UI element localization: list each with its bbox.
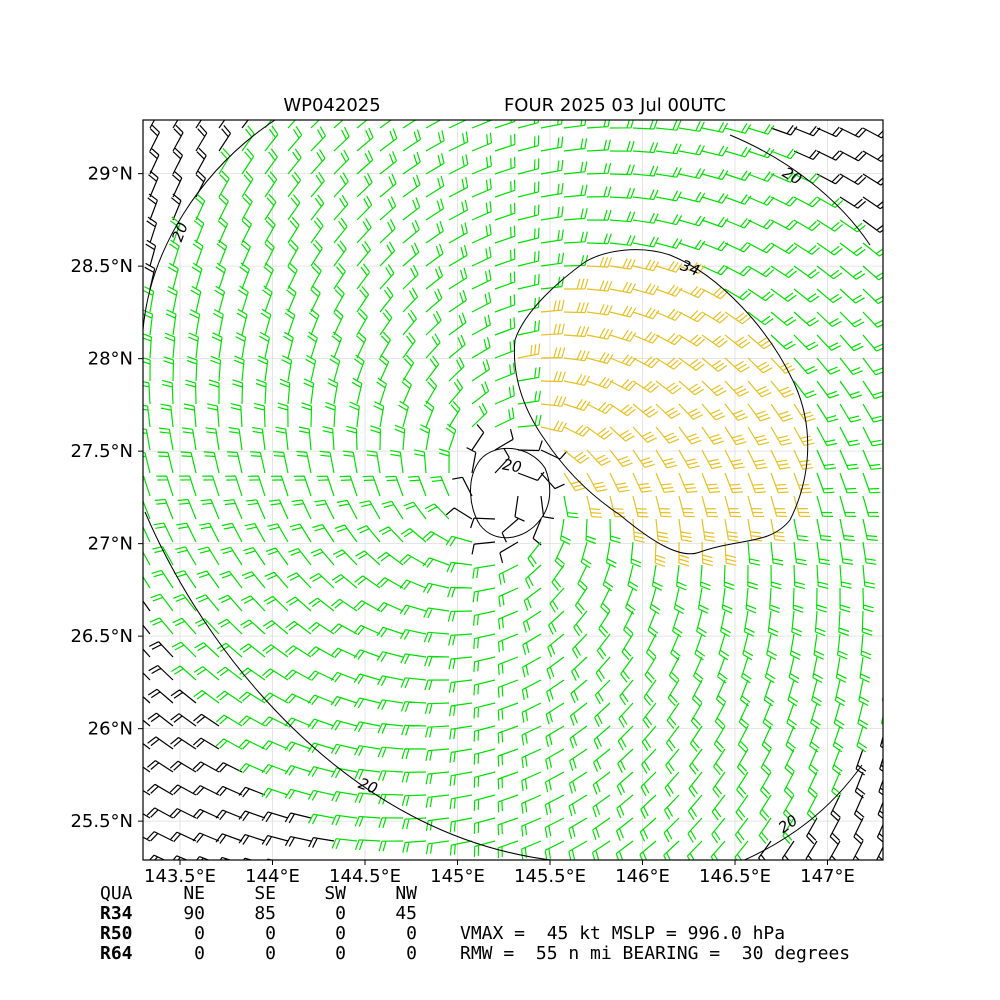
x-tick-label: 143.5°E: [144, 866, 216, 887]
y-tick-label: 26°N: [88, 719, 133, 740]
x-tick-label: 146°E: [615, 866, 670, 887]
table-cell: R64: [100, 943, 133, 964]
info-line: VMAX = 45 kt MSLP = 996.0 hPa: [460, 923, 785, 944]
table-cell: 85: [254, 903, 276, 924]
y-tick-label: 29°N: [88, 164, 133, 185]
y-tick-label: 28.5°N: [70, 256, 133, 277]
table-cell: R34: [100, 903, 133, 924]
contour-line: [743, 764, 863, 860]
table-cell: 0: [335, 943, 346, 964]
contour-line: [729, 134, 871, 246]
contours: [143, 120, 871, 860]
table-cell: 0: [406, 943, 417, 964]
table-header: SW: [324, 883, 346, 904]
table-cell: 0: [335, 903, 346, 924]
table-cell: 0: [194, 943, 205, 964]
x-tick-label: 145.5°E: [514, 866, 586, 887]
plot-frame: [142, 119, 884, 861]
info-line: RMW = 55 n mi BEARING = 30 degrees: [460, 943, 850, 964]
x-tick-label: 147°E: [800, 866, 855, 887]
wind-barb-group: [143, 120, 883, 860]
y-tick-label: 27.5°N: [70, 441, 133, 462]
wind-barb-group: [143, 120, 883, 860]
x-tick-label: 146.5°E: [699, 866, 771, 887]
y-tick-label: 27°N: [88, 534, 133, 555]
table-cell: 0: [265, 923, 276, 944]
contour-line: [513, 249, 809, 555]
y-tick-label: 26.5°N: [70, 626, 133, 647]
wind-barbs: [143, 120, 883, 860]
y-tick-label: 25.5°N: [70, 811, 133, 832]
labels: 143.5°E 144°E 144.5°E 145°E 145.5°E 146°E 146.…: [70, 163, 854, 964]
y-tick-label: 28°N: [88, 349, 133, 370]
x-tick-label: 144.5°E: [329, 866, 401, 887]
contour-label: 20: [501, 455, 523, 476]
graticule: [138, 120, 883, 865]
title-left: WP042025: [283, 95, 380, 116]
contour-label: 34: [678, 256, 702, 279]
wind-barb-group: [517, 256, 816, 567]
table-cell: 0: [265, 943, 276, 964]
table-cell: 0: [194, 923, 205, 944]
x-tick-label: 144°E: [245, 866, 300, 887]
contour-line: [470, 447, 551, 539]
x-tick-label: 145°E: [430, 866, 485, 887]
table-header: SE: [254, 883, 276, 904]
contour-label: 20: [168, 220, 191, 244]
table-cell: 90: [183, 903, 205, 924]
contour-label: 20: [356, 774, 380, 797]
table-cell: 0: [406, 923, 417, 944]
contour-line: [144, 511, 556, 860]
table-cell: 0: [335, 923, 346, 944]
table-header: NW: [395, 883, 417, 904]
table-header: NE: [183, 883, 205, 904]
table-cell: R50: [100, 923, 133, 944]
contour-line: [143, 120, 276, 331]
title-right: FOUR 2025 03 Jul 00UTC: [504, 95, 726, 116]
table-header: QUA: [100, 883, 133, 904]
table-cell: 45: [395, 903, 417, 924]
